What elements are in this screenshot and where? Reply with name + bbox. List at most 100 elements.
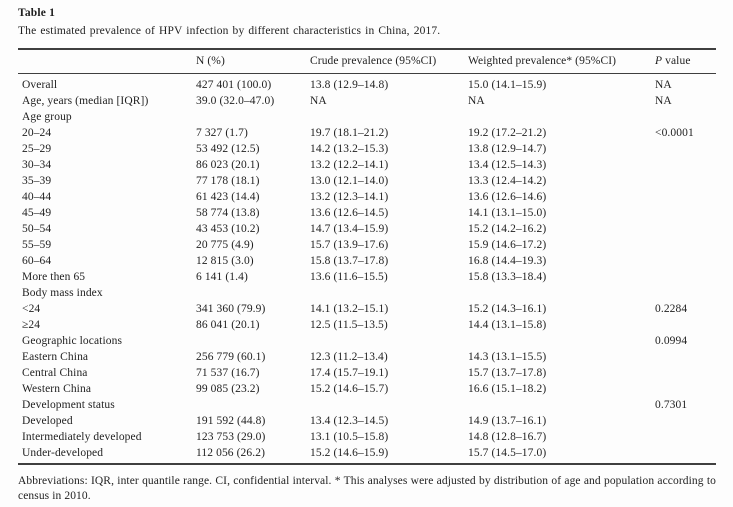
table-row: Overall 427 401 (100.0) 13.8 (12.9–14.8)… xyxy=(18,74,716,94)
p-value-cell xyxy=(655,253,716,269)
table-row: Body mass index xyxy=(18,285,716,301)
n-percent-cell: 77 178 (18.1) xyxy=(196,175,260,187)
crude-prevalence-cell: 12.3 (11.2–13.4) xyxy=(310,351,388,363)
p-value-cell: NA xyxy=(655,79,672,91)
weighted-prevalence-cell: 13.4 (12.5–14.3) xyxy=(468,159,547,171)
weighted-prevalence-cell: 14.8 (12.8–16.7) xyxy=(468,431,547,443)
row-label-cell: 30–34 xyxy=(22,159,52,171)
table-row: Intermediately developed 123 753 (29.0) … xyxy=(18,429,716,445)
p-value-cell xyxy=(655,189,716,205)
weighted-prevalence-cell: NA xyxy=(468,95,485,107)
crude-prevalence-cell: 14.1 (13.2–15.1) xyxy=(310,303,389,315)
weighted-prevalence-cell: 14.9 (13.7–16.1) xyxy=(468,415,547,427)
n-percent-cell: 191 592 (44.8) xyxy=(196,415,266,427)
n-percent-cell: 58 774 (13.8) xyxy=(196,207,260,219)
row-label-cell: Central China xyxy=(22,367,88,379)
n-percent-cell: 123 753 (29.0) xyxy=(196,431,266,443)
crude-prevalence-cell: 15.2 (14.6–15.9) xyxy=(310,447,389,459)
crude-prevalence-cell xyxy=(310,109,468,125)
n-percent-cell: 99 085 (23.2) xyxy=(196,383,260,395)
weighted-prevalence-cell xyxy=(468,285,655,301)
table-row: 50–54 43 453 (10.2) 14.7 (13.4–15.9) 15.… xyxy=(18,221,716,237)
table-footnote: Abbreviations: IQR, inter quantile range… xyxy=(18,475,716,502)
n-percent-cell: 86 041 (20.1) xyxy=(196,319,260,331)
p-value-cell xyxy=(655,221,716,237)
crude-prevalence-cell: 15.8 (13.7–17.8) xyxy=(310,255,389,267)
table-row: 55–59 20 775 (4.9) 15.7 (13.9–17.6) 15.9… xyxy=(18,237,716,253)
row-label-cell: 55–59 xyxy=(22,239,52,251)
column-header-n: N (%) xyxy=(196,49,310,74)
table-row: 60–64 12 815 (3.0) 15.8 (13.7–17.8) 16.8… xyxy=(18,253,716,269)
weighted-prevalence-cell: 16.6 (15.1–18.2) xyxy=(468,383,547,395)
weighted-prevalence-cell: 15.7 (13.7–17.8) xyxy=(468,367,547,379)
crude-prevalence-cell: 13.8 (12.9–14.8) xyxy=(310,79,389,91)
p-value-cell: 0.7301 xyxy=(655,399,688,411)
crude-prevalence-cell xyxy=(310,333,468,349)
n-percent-cell xyxy=(196,397,310,413)
weighted-prevalence-cell xyxy=(468,397,655,413)
n-percent-cell: 86 023 (20.1) xyxy=(196,159,260,171)
weighted-prevalence-cell: 15.8 (13.3–18.4) xyxy=(468,271,547,283)
row-label-cell: ≥24 xyxy=(22,319,41,331)
row-label-cell: 40–44 xyxy=(22,191,52,203)
p-value-letter: P xyxy=(655,55,663,67)
row-label-cell: More then 65 xyxy=(22,271,86,283)
table-row: Western China 99 085 (23.2) 15.2 (14.6–1… xyxy=(18,381,716,397)
table-header-row: N (%) Crude prevalence (95%CI) Weighted … xyxy=(18,49,716,74)
column-header-crude-prevalence: Crude prevalence (95%CI) xyxy=(310,49,468,74)
weighted-prevalence-cell: 15.2 (14.3–16.1) xyxy=(468,303,547,315)
crude-prevalence-cell xyxy=(310,285,468,301)
p-value-cell xyxy=(655,413,716,429)
p-value-cell xyxy=(655,381,716,397)
n-percent-cell: 6 141 (1.4) xyxy=(196,271,248,283)
weighted-prevalence-cell xyxy=(468,109,655,125)
n-percent-cell: 427 401 (100.0) xyxy=(196,79,272,91)
weighted-prevalence-cell xyxy=(468,333,655,349)
table-row: Development status 0.7301 xyxy=(18,397,716,413)
row-label-cell: 20–24 xyxy=(22,127,52,139)
row-label-cell: Age group xyxy=(22,111,72,123)
row-label-cell: Body mass index xyxy=(22,287,103,299)
table-row: Geographic locations 0.0994 xyxy=(18,333,716,349)
n-percent-cell: 112 056 (26.2) xyxy=(196,447,266,459)
weighted-prevalence-cell: 15.9 (14.6–17.2) xyxy=(468,239,547,251)
column-header-weighted-prevalence: Weighted prevalence* (95%CI) xyxy=(468,49,655,74)
weighted-prevalence-cell: 15.0 (14.1–15.9) xyxy=(468,79,547,91)
crude-prevalence-cell xyxy=(310,397,468,413)
row-label-cell: 25–29 xyxy=(22,143,52,155)
n-percent-cell xyxy=(196,285,310,301)
table-row: 20–24 7 327 (1.7) 19.7 (18.1–21.2) 19.2 … xyxy=(18,125,716,141)
table-row: 45–49 58 774 (13.8) 13.6 (12.6–14.5) 14.… xyxy=(18,205,716,221)
row-label-cell: Overall xyxy=(22,79,58,91)
p-value-cell xyxy=(655,317,716,333)
weighted-prevalence-cell: 14.4 (13.1–15.8) xyxy=(468,319,547,331)
row-label-cell: 45–49 xyxy=(22,207,52,219)
crude-prevalence-cell: 14.7 (13.4–15.9) xyxy=(310,223,389,235)
row-label-cell: 60–64 xyxy=(22,255,52,267)
crude-prevalence-cell: 19.7 (18.1–21.2) xyxy=(310,127,389,139)
n-percent-cell: 7 327 (1.7) xyxy=(196,127,248,139)
crude-prevalence-cell: 13.2 (12.3–14.1) xyxy=(310,191,389,203)
table-row: Eastern China 256 779 (60.1) 12.3 (11.2–… xyxy=(18,349,716,365)
table-row: More then 65 6 141 (1.4) 13.6 (11.6–15.5… xyxy=(18,269,716,285)
p-value-cell xyxy=(655,173,716,189)
table-row: Age group xyxy=(18,109,716,125)
p-value-cell: 0.0994 xyxy=(655,335,688,347)
p-value-cell: <0.0001 xyxy=(655,127,694,139)
crude-prevalence-cell: 13.6 (11.6–15.5) xyxy=(310,271,388,283)
row-label-cell: Geographic locations xyxy=(22,335,123,347)
column-header-stub xyxy=(18,49,196,74)
crude-prevalence-cell: 15.7 (13.9–17.6) xyxy=(310,239,389,251)
row-label-cell: Development status xyxy=(22,399,115,411)
p-value-cell xyxy=(655,109,716,125)
table-row: 40–44 61 423 (14.4) 13.2 (12.3–14.1) 13.… xyxy=(18,189,716,205)
p-value-cell xyxy=(655,429,716,445)
crude-prevalence-cell: 13.0 (12.1–14.0) xyxy=(310,175,389,187)
p-value-cell xyxy=(655,349,716,365)
table-row: 30–34 86 023 (20.1) 13.2 (12.2–14.1) 13.… xyxy=(18,157,716,173)
n-percent-cell: 53 492 (12.5) xyxy=(196,143,260,155)
p-value-cell xyxy=(655,285,716,301)
n-percent-cell: 20 775 (4.9) xyxy=(196,239,254,251)
crude-prevalence-cell: 14.2 (13.2–15.3) xyxy=(310,143,389,155)
n-percent-cell xyxy=(196,109,310,125)
